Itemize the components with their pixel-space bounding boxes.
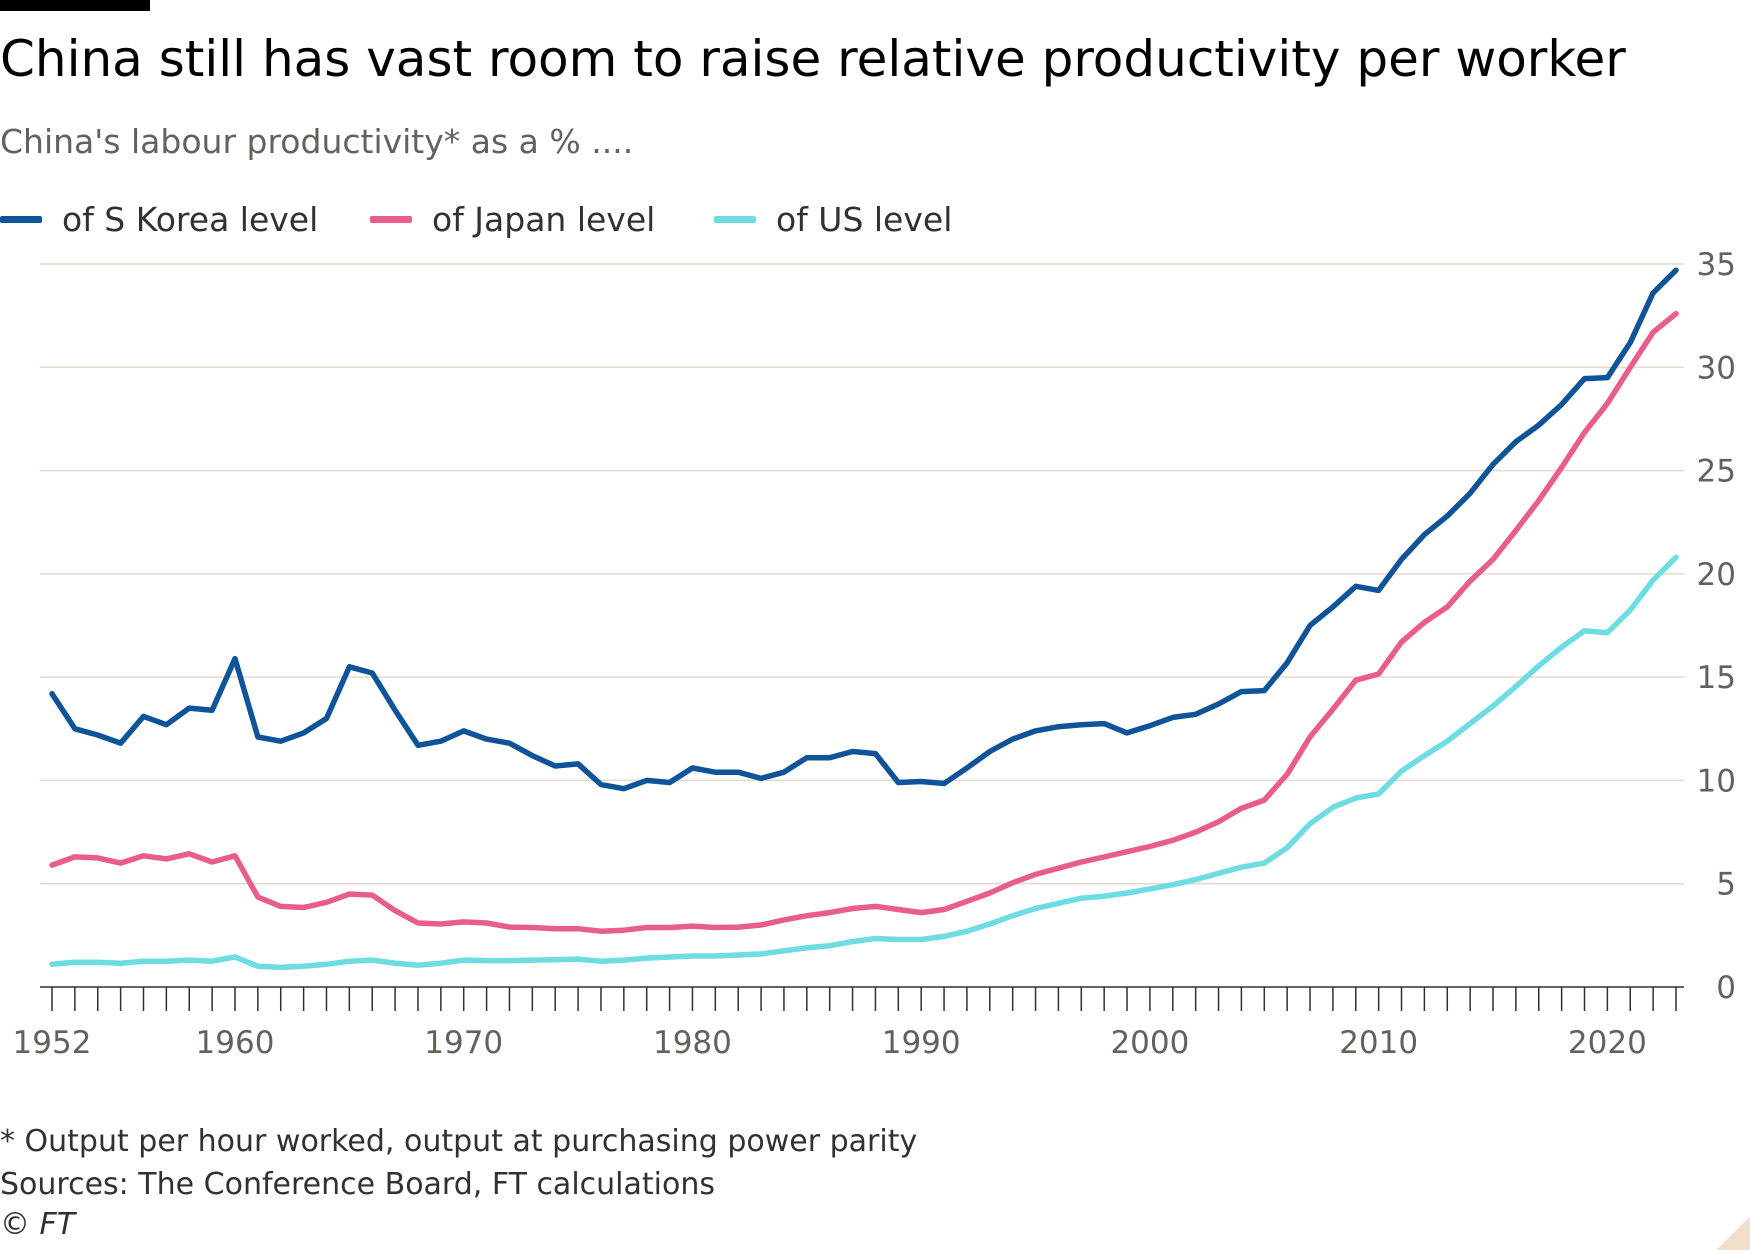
x-tick-label: 1952 — [13, 1025, 92, 1061]
series-lines — [49, 267, 1679, 971]
x-axis — [40, 986, 1684, 1011]
chart-subtitle: China's labour productivity* as a % .... — [0, 122, 634, 161]
corner-accent — [1716, 1216, 1750, 1250]
legend-label-us: of US level — [776, 200, 953, 239]
legend-swatch-japan — [370, 216, 412, 223]
footnote: * Output per hour worked, output at purc… — [0, 1124, 918, 1159]
x-tick-label: 1960 — [196, 1025, 275, 1061]
legend-swatch-us — [714, 216, 756, 223]
y-tick-label: 5 — [1716, 867, 1736, 903]
y-tick-label: 0 — [1716, 970, 1736, 1006]
copyright: © FT — [0, 1207, 76, 1242]
legend-label-japan: of Japan level — [432, 200, 656, 239]
y-tick-label: 20 — [1697, 557, 1736, 593]
source-note: Sources: The Conference Board, FT calcul… — [0, 1167, 715, 1202]
legend-item-us: of US level — [714, 200, 952, 239]
chart-title: China still has vast room to raise relat… — [0, 30, 1626, 88]
y-axis-labels: 0 5 10 15 20 25 30 35 — [1697, 247, 1736, 1006]
x-tick-label: 2020 — [1568, 1025, 1647, 1061]
line-chart: 0 5 10 15 20 25 30 35 1952 1960 1970 1980 1990 2000 2… — [13, 247, 1736, 1061]
x-tick-label: 2010 — [1339, 1025, 1418, 1061]
x-tick-label: 2000 — [1110, 1025, 1189, 1061]
x-tick-label: 1980 — [653, 1025, 732, 1061]
y-tick-label: 25 — [1697, 454, 1736, 490]
x-axis-labels: 1952 1960 1970 1980 1990 2000 2010 2020 — [13, 1025, 1647, 1061]
series-line-japan — [49, 310, 1679, 934]
legend-item-s-korea: of S Korea level — [0, 200, 318, 239]
y-tick-label: 15 — [1697, 660, 1736, 696]
brand-bar — [0, 0, 150, 11]
x-tick-label: 1990 — [882, 1025, 961, 1061]
y-tick-label: 10 — [1697, 763, 1736, 799]
legend-label-s-korea: of S Korea level — [62, 200, 319, 239]
legend-item-japan: of Japan level — [370, 200, 655, 239]
y-tick-label: 30 — [1697, 350, 1736, 386]
y-tick-label: 35 — [1697, 247, 1736, 283]
x-tick-label: 1970 — [424, 1025, 503, 1061]
series-line-s-korea — [49, 267, 1679, 792]
legend-swatch-s-korea — [0, 216, 42, 223]
gridlines — [40, 263, 1684, 885]
series-line-us — [49, 554, 1679, 971]
